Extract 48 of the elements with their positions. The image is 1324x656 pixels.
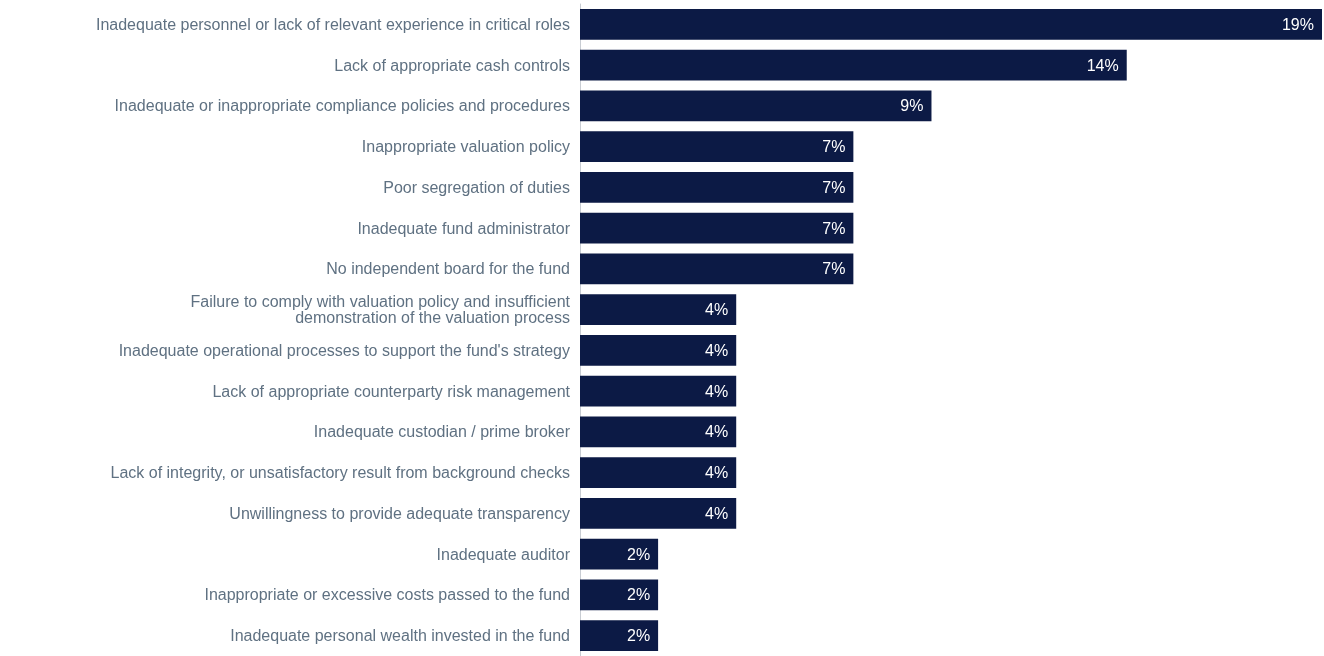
y-tick-label: Inappropriate valuation policy <box>361 138 570 156</box>
data-label: 7% <box>822 178 846 196</box>
bar <box>580 9 1322 40</box>
data-label: 4% <box>705 464 729 482</box>
data-label: 7% <box>822 219 846 237</box>
data-label: 2% <box>626 627 651 645</box>
bar <box>580 375 737 407</box>
bar <box>580 457 737 488</box>
bar <box>580 538 659 570</box>
bar <box>580 620 659 651</box>
data-label: 4% <box>705 341 729 359</box>
bar <box>580 253 854 285</box>
data-label: 2% <box>626 545 651 563</box>
data-label: 4% <box>705 382 729 400</box>
data-label: 4% <box>705 301 729 319</box>
y-tick-label: Lack of appropriate cash controls <box>334 56 570 74</box>
bar <box>580 579 659 611</box>
data-label: 19% <box>1281 15 1314 33</box>
y-tick-label: No independent board for the fund <box>326 260 570 278</box>
data-label: 9% <box>900 97 924 115</box>
y-tick-label: Failure to comply with valuation policy and insufficient demonstration of the valuation process <box>190 293 571 327</box>
bar <box>580 294 737 325</box>
y-tick-label: Inadequate operational processes to support the fund's strategy <box>118 341 570 359</box>
bar <box>580 90 932 122</box>
bar <box>580 498 737 529</box>
y-tick-label: Inadequate personnel or lack of relevant experience in critical roles <box>95 15 570 33</box>
y-tick-label: Inadequate fund administrator <box>357 219 571 237</box>
data-label: 7% <box>822 260 846 278</box>
data-label: 4% <box>705 504 729 522</box>
y-tick-label: Poor segregation of duties <box>383 178 570 196</box>
data-label: 7% <box>822 138 846 156</box>
y-tick-label: Lack of appropriate counterparty risk management <box>212 382 571 400</box>
bar <box>580 212 854 244</box>
data-label: 14% <box>1086 56 1119 74</box>
bar <box>580 172 854 203</box>
y-tick-label: Inadequate custodian / prime broker <box>313 423 571 441</box>
y-tick-label: Lack of integrity, or unsatisfactory result from background checks <box>110 464 570 482</box>
bar <box>580 416 737 448</box>
bar <box>580 335 737 366</box>
y-tick-label: Inadequate personal wealth invested in the fund <box>230 627 570 645</box>
bar <box>580 131 854 162</box>
bar <box>580 49 1127 81</box>
y-tick-label: Inappropriate or excessive costs passed to the fund <box>204 586 570 604</box>
y-tick-label: Inadequate auditor <box>436 545 571 563</box>
data-label: 2% <box>626 586 651 604</box>
data-label: 4% <box>705 423 729 441</box>
y-tick-label: Unwillingness to provide adequate transparency <box>229 504 570 522</box>
y-tick-label: Inadequate or inappropriate compliance policies and procedures <box>114 97 570 115</box>
